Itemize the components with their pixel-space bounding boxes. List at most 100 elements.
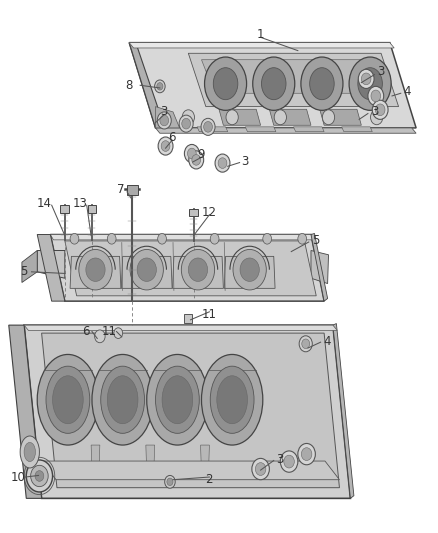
- Ellipse shape: [37, 354, 99, 445]
- Circle shape: [298, 233, 307, 244]
- Ellipse shape: [46, 366, 90, 433]
- Circle shape: [187, 148, 196, 159]
- Circle shape: [179, 115, 193, 132]
- Polygon shape: [311, 233, 328, 301]
- Circle shape: [107, 233, 116, 244]
- Polygon shape: [201, 445, 209, 475]
- Text: 4: 4: [324, 335, 332, 348]
- Text: 10: 10: [11, 471, 26, 483]
- Ellipse shape: [213, 68, 238, 100]
- Polygon shape: [70, 256, 121, 288]
- Circle shape: [155, 80, 165, 93]
- Ellipse shape: [301, 57, 343, 110]
- Bar: [88, 205, 96, 213]
- Polygon shape: [320, 109, 361, 125]
- Text: 14: 14: [36, 197, 51, 210]
- Ellipse shape: [137, 258, 156, 281]
- Circle shape: [158, 137, 173, 155]
- Ellipse shape: [181, 249, 215, 290]
- Polygon shape: [245, 127, 276, 132]
- Polygon shape: [24, 325, 350, 498]
- Circle shape: [301, 448, 312, 461]
- Ellipse shape: [217, 376, 247, 424]
- Polygon shape: [24, 325, 337, 330]
- Circle shape: [371, 110, 383, 125]
- Circle shape: [114, 328, 123, 338]
- Ellipse shape: [240, 258, 259, 281]
- Ellipse shape: [79, 249, 112, 290]
- Circle shape: [184, 144, 199, 163]
- Ellipse shape: [205, 57, 247, 110]
- Polygon shape: [65, 241, 316, 296]
- Ellipse shape: [358, 68, 382, 100]
- Circle shape: [263, 233, 272, 244]
- Circle shape: [70, 233, 79, 244]
- Ellipse shape: [130, 249, 163, 290]
- Bar: [189, 209, 198, 216]
- Circle shape: [189, 151, 204, 169]
- Circle shape: [274, 110, 286, 125]
- Circle shape: [299, 336, 312, 352]
- Ellipse shape: [233, 249, 266, 290]
- Polygon shape: [129, 43, 162, 128]
- Text: 8: 8: [126, 79, 133, 92]
- Text: 3: 3: [242, 155, 249, 168]
- Ellipse shape: [101, 366, 145, 433]
- Polygon shape: [333, 324, 354, 498]
- Polygon shape: [293, 127, 324, 132]
- Polygon shape: [42, 333, 339, 488]
- Circle shape: [322, 110, 335, 125]
- Circle shape: [255, 463, 266, 475]
- Ellipse shape: [310, 68, 334, 100]
- Polygon shape: [50, 235, 324, 301]
- Circle shape: [358, 69, 374, 88]
- Circle shape: [204, 122, 212, 132]
- Circle shape: [361, 73, 371, 85]
- Text: 9: 9: [198, 148, 205, 161]
- Text: 2: 2: [205, 473, 213, 486]
- Circle shape: [210, 233, 219, 244]
- Ellipse shape: [92, 354, 153, 445]
- Text: 6: 6: [82, 325, 90, 338]
- Bar: [60, 205, 69, 213]
- Polygon shape: [121, 256, 172, 288]
- Text: 3: 3: [161, 106, 168, 118]
- Text: 12: 12: [202, 206, 217, 219]
- Polygon shape: [50, 235, 314, 240]
- Polygon shape: [37, 235, 65, 301]
- Circle shape: [375, 104, 385, 116]
- Ellipse shape: [155, 366, 199, 433]
- Circle shape: [95, 330, 105, 343]
- Circle shape: [31, 465, 48, 487]
- Polygon shape: [342, 127, 372, 132]
- Polygon shape: [129, 43, 416, 128]
- Text: 13: 13: [73, 197, 88, 210]
- Ellipse shape: [253, 57, 295, 110]
- Ellipse shape: [53, 376, 83, 424]
- Circle shape: [167, 478, 173, 486]
- Text: 11: 11: [202, 308, 217, 321]
- Circle shape: [226, 110, 238, 125]
- Circle shape: [157, 112, 171, 129]
- Ellipse shape: [261, 68, 286, 100]
- Circle shape: [192, 155, 201, 165]
- Polygon shape: [22, 251, 37, 282]
- Text: 4: 4: [403, 85, 411, 98]
- Ellipse shape: [86, 258, 105, 281]
- Circle shape: [165, 475, 175, 488]
- Text: 5: 5: [312, 235, 319, 247]
- Ellipse shape: [20, 436, 39, 468]
- Polygon shape: [201, 60, 381, 93]
- Text: 1: 1: [257, 28, 265, 41]
- Circle shape: [160, 115, 169, 126]
- Ellipse shape: [210, 366, 254, 433]
- Polygon shape: [146, 445, 155, 475]
- Ellipse shape: [349, 57, 391, 110]
- Bar: [127, 185, 138, 195]
- Circle shape: [215, 154, 230, 172]
- Circle shape: [252, 458, 269, 480]
- Circle shape: [26, 460, 53, 492]
- Bar: [184, 314, 192, 323]
- Text: 11: 11: [102, 325, 117, 338]
- Polygon shape: [269, 109, 311, 125]
